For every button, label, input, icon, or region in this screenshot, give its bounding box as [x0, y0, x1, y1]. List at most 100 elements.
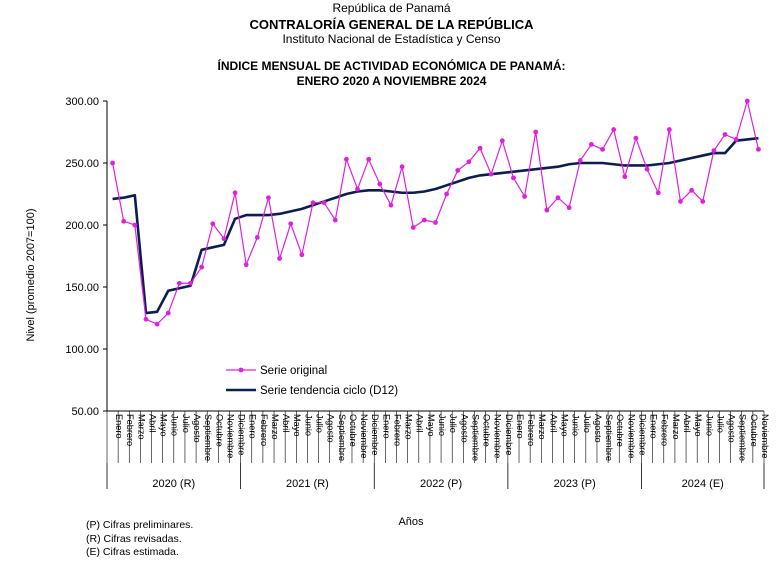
x-month-label: Agosto [192, 414, 202, 443]
original-point [165, 310, 171, 316]
original-point [199, 264, 205, 270]
original-point [655, 190, 661, 196]
original-point [499, 138, 505, 144]
original-point [277, 256, 283, 261]
axes: 50.00 100.00 150.00 200.00 250.00 300.00 Enero… [65, 96, 770, 490]
x-month-label: Septiembre [203, 414, 213, 461]
original-point [444, 191, 450, 197]
x-month-label: Agosto [727, 414, 737, 443]
x-month-label: Junio [704, 414, 714, 436]
y-tick-label: 200.00 [65, 220, 99, 232]
footnote-estimated: (E) Cifras estimada. [86, 546, 179, 558]
original-point [121, 218, 127, 224]
original-point [433, 220, 438, 225]
original-point [288, 221, 294, 227]
legend-original-label: Serie original [260, 365, 327, 377]
x-month-label: Abril [147, 414, 157, 432]
x-month-label: Septiembre [604, 414, 614, 461]
x-month-label: Noviembre [626, 414, 636, 458]
x-month-label: Octubre [214, 414, 224, 447]
legend-original-marker [238, 367, 244, 373]
original-point [176, 280, 182, 286]
x-month-label: Julio [582, 414, 592, 433]
original-point [544, 207, 550, 213]
x-month-label: Agosto [459, 414, 469, 443]
header-line-2: CONTRALORÍA GENERAL DE LA REPÚBLICA [249, 17, 534, 32]
y-tick-label: 250.00 [65, 158, 99, 170]
x-month-label: Agosto [326, 414, 336, 443]
footnote-revised: (R) Cifras revisadas. [86, 532, 182, 545]
header-line-3: Instituto Nacional de Estadística y Cens… [282, 32, 501, 46]
x-month-label: Julio [448, 414, 458, 433]
x-month-label: Mayo [426, 414, 436, 436]
original-point [511, 175, 516, 181]
x-month-label: Enero [248, 414, 258, 439]
original-series [110, 98, 761, 327]
x-year-label: 2023 (P) [554, 478, 596, 490]
original-point [321, 200, 327, 206]
footnote-preliminary: (P) Cifras preliminares. [86, 519, 194, 531]
original-point [154, 321, 160, 327]
x-month-label: Diciembre [637, 414, 647, 455]
x-month-label: Mayo [292, 414, 302, 436]
original-point [355, 186, 360, 192]
original-point [756, 146, 761, 152]
x-month-label: Febrero [125, 414, 135, 446]
original-point [221, 236, 227, 242]
footnotes: (P) Cifras preliminares. (R) Cifras revi… [86, 519, 193, 560]
x-year-label: 2020 (R) [152, 478, 195, 490]
original-point [399, 164, 405, 170]
x-month-label: Julio [315, 414, 325, 433]
original-point [733, 137, 739, 142]
x-month-label: Diciembre [370, 414, 380, 455]
chart-title: ÍNDICE MENSUAL DE ACTIVIDAD ECONÓMICA DE… [217, 59, 566, 73]
x-month-label: Octubre [615, 414, 625, 447]
original-point [377, 181, 383, 187]
x-month-label: Noviembre [493, 414, 503, 458]
original-point [143, 316, 149, 322]
x-axis-label: Años [398, 516, 424, 528]
legend-trend-label: Serie tendencia ciclo (D12) [260, 385, 398, 397]
x-month-label: Febrero [526, 414, 536, 446]
original-point [344, 156, 349, 162]
x-month-label: Febrero [259, 414, 269, 446]
original-point [611, 127, 617, 132]
original-point [644, 166, 650, 172]
x-month-label: Mayo [693, 414, 703, 436]
original-point [332, 217, 338, 223]
x-month-label: Agosto [593, 414, 603, 443]
x-month-label: Mayo [159, 414, 169, 436]
x-month-label: Septiembre [337, 414, 347, 461]
original-point [366, 156, 372, 162]
x-month-label: Marzo [404, 414, 414, 440]
original-point [588, 142, 594, 147]
x-month-label: Enero [649, 414, 659, 439]
original-point [622, 174, 628, 180]
original-point [577, 158, 583, 163]
original-point [678, 199, 683, 204]
y-tick-label: 150.00 [65, 282, 99, 294]
original-point [266, 195, 271, 201]
x-month-label: Abril [548, 414, 558, 432]
x-month-label: Febrero [392, 414, 402, 446]
x-month-label: Septiembre [470, 414, 480, 461]
original-point [243, 262, 249, 268]
x-month-label: Junio [170, 414, 180, 436]
x-month-label: Junio [571, 414, 581, 436]
original-point [410, 225, 416, 230]
original-point [132, 222, 138, 228]
original-point [555, 195, 561, 201]
original-point [421, 217, 427, 223]
x-month-label: Abril [281, 414, 291, 432]
original-point [455, 168, 461, 173]
chart-subtitle: ENERO 2020 A NOVIEMBRE 2024 [296, 74, 487, 88]
x-month-label: Julio [715, 414, 725, 433]
original-point [477, 145, 483, 151]
original-point [254, 235, 260, 240]
header-line-1: República de Panamá [332, 1, 451, 15]
original-point [488, 171, 494, 177]
original-point [689, 187, 695, 193]
x-month-label: Enero [515, 414, 525, 439]
x-month-label: Junio [437, 414, 447, 436]
